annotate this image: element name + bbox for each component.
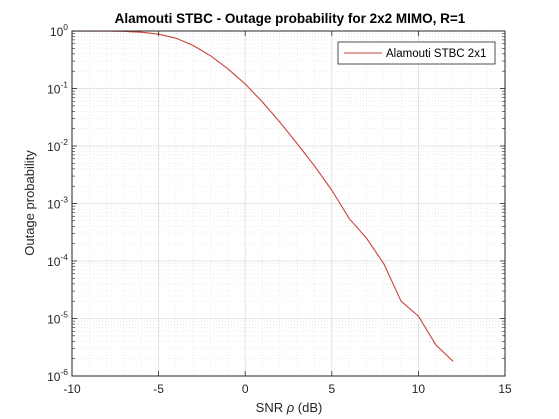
y-tick-base: 10 bbox=[47, 255, 61, 269]
series-line bbox=[71, 30, 454, 362]
y-tick-base: 10 bbox=[50, 25, 64, 39]
y-tick-exponent: -4 bbox=[60, 252, 68, 262]
x-axis-label: SNR ρ (dB) bbox=[256, 400, 323, 415]
y-tick-base: 10 bbox=[47, 83, 61, 97]
y-tick-label: 10-1 bbox=[47, 80, 68, 97]
chart-title: Alamouti STBC - Outage probability for 2… bbox=[115, 11, 466, 26]
x-axis-label-symbol: ρ bbox=[286, 400, 295, 415]
y-tick-label: 10-3 bbox=[47, 195, 68, 212]
y-tick-base: 10 bbox=[47, 370, 61, 384]
y-tick-label: 10-6 bbox=[47, 367, 68, 384]
legend-entry-label: Alamouti STBC 2x1 bbox=[386, 48, 486, 60]
y-axis-label: Outage probability bbox=[22, 150, 37, 256]
legend: Alamouti STBC 2x1 bbox=[337, 41, 496, 65]
x-tick-label: -10 bbox=[63, 382, 81, 396]
y-tick-base: 10 bbox=[47, 313, 61, 327]
y-tick-base: 10 bbox=[47, 140, 61, 154]
x-tick-label: 0 bbox=[242, 382, 249, 396]
x-tick-labels: -10 -5 0 5 10 15 bbox=[63, 382, 512, 396]
y-tick-base: 10 bbox=[47, 198, 61, 212]
legend-box bbox=[337, 41, 496, 65]
y-tick-label: 10-2 bbox=[47, 137, 68, 154]
series-layer bbox=[71, 30, 454, 362]
y-tick-exponent: -1 bbox=[60, 80, 68, 90]
y-tick-exponent: -2 bbox=[60, 137, 68, 147]
y-tick-exponent: 0 bbox=[63, 22, 68, 32]
y-tick-label: 10-5 bbox=[47, 310, 68, 327]
y-tick-label: 100 bbox=[50, 22, 68, 39]
x-axis-label-suffix: (dB) bbox=[294, 400, 322, 415]
x-axis-label-prefix: SNR bbox=[256, 400, 287, 415]
y-tick-exponent: -3 bbox=[60, 195, 68, 205]
y-tick-label: 10-4 bbox=[47, 252, 68, 269]
x-tick-label: -5 bbox=[153, 382, 164, 396]
y-tick-exponent: -6 bbox=[60, 367, 68, 377]
x-tick-label: 5 bbox=[328, 382, 335, 396]
x-tick-label: 10 bbox=[412, 382, 426, 396]
y-tick-exponent: -5 bbox=[60, 310, 68, 320]
ticks-layer bbox=[71, 30, 506, 377]
x-tick-label: 15 bbox=[498, 382, 512, 396]
